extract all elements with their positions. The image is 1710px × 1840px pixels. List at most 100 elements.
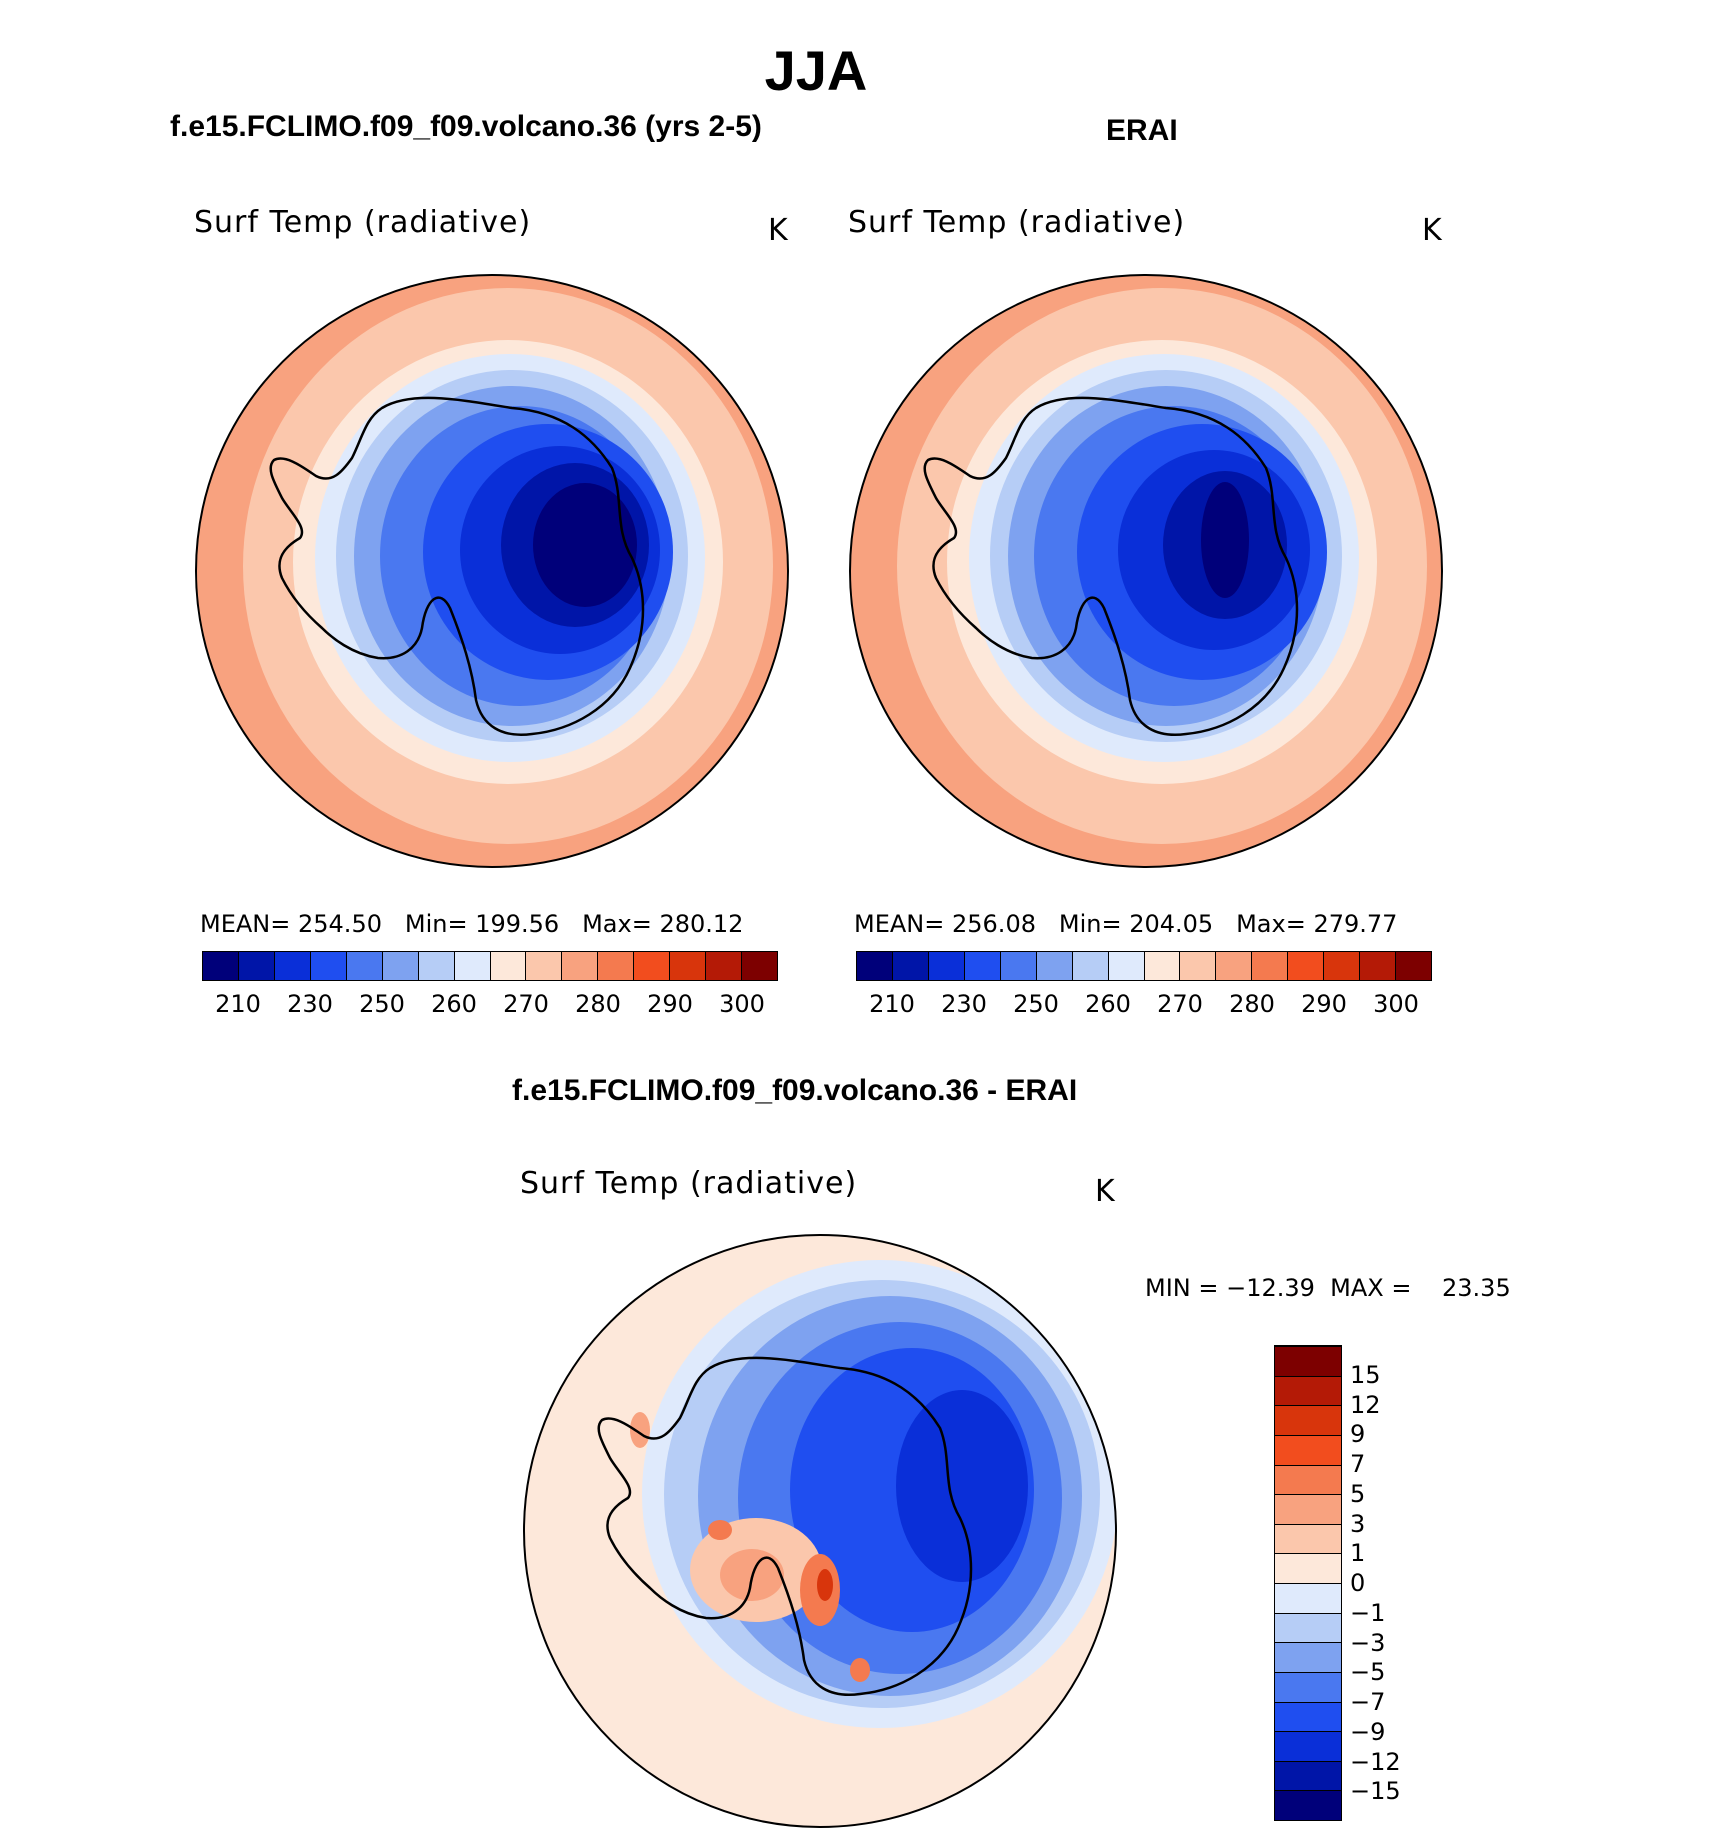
diff-min-max: MIN = −12.39 MAX = 23.35 (1145, 1274, 1511, 1302)
colorbar-swatch (1072, 952, 1109, 980)
diff-map-border (523, 1234, 1117, 1828)
colorbar-swatch (1180, 952, 1217, 980)
colorbar-tick-label: 210 (869, 990, 915, 1018)
panel2-title: ERAI (1106, 114, 1178, 147)
colorbar-tick-label: 250 (1013, 990, 1059, 1018)
colorbar-swatch (1275, 1523, 1341, 1554)
diff-colorbar-ticks: 15 12 9 7 5 3 1 0 −1 −3 −5 −7 −9 −12 −15 (1350, 1345, 1410, 1821)
colorbar-swatch (892, 952, 929, 980)
colorbar-tick-label: 9 (1350, 1420, 1366, 1449)
colorbar-swatch (1396, 952, 1431, 980)
colorbar-swatch (1252, 952, 1289, 980)
panel2-colorbar (856, 951, 1432, 981)
diff-title: f.e15.FCLIMO.f09_f09.volcano.36 - ERAI (512, 1074, 1078, 1107)
panel1-map (196, 275, 788, 867)
colorbar-swatch (1000, 952, 1037, 980)
colorbar-tick-label: 290 (1301, 990, 1347, 1018)
colorbar-swatch (203, 952, 239, 980)
colorbar-tick-label: 3 (1350, 1509, 1366, 1538)
panel1-colorbar (202, 951, 778, 981)
colorbar-swatch (1108, 952, 1145, 980)
colorbar-tick-label: −5 (1350, 1658, 1386, 1687)
panel1-title: f.e15.FCLIMO.f09_f09.volcano.36 (yrs 2-5… (170, 110, 762, 143)
colorbar-swatch (1275, 1405, 1341, 1435)
colorbar-swatch (1216, 952, 1253, 980)
colorbar-tick-label: −12 (1350, 1747, 1401, 1776)
panel1-units-label: K (768, 213, 789, 248)
colorbar-swatch (1275, 1701, 1341, 1732)
colorbar-tick-label: 280 (575, 990, 621, 1018)
colorbar-swatch (1275, 1790, 1341, 1820)
panel1-variable-label: Surf Temp (radiative) (194, 205, 532, 240)
colorbar-swatch (1275, 1553, 1341, 1583)
panel2-colorbar-ticks: 210 230 250 260 270 280 290 300 (856, 990, 1432, 1020)
colorbar-swatch (1275, 1375, 1341, 1406)
colorbar-swatch (562, 952, 599, 980)
colorbar-swatch (1275, 1464, 1341, 1495)
colorbar-tick-label: −3 (1350, 1628, 1386, 1657)
panel1-colorbar-ticks: 210 230 250 260 270 280 290 300 (202, 990, 778, 1020)
colorbar-tick-label: 280 (1229, 990, 1275, 1018)
colorbar-tick-label: 7 (1350, 1450, 1366, 1478)
colorbar-tick-label: −1 (1350, 1598, 1386, 1627)
diff-units-label: K (1095, 1174, 1116, 1209)
colorbar-tick-label: 290 (647, 990, 693, 1018)
colorbar-tick-label: 5 (1350, 1479, 1366, 1508)
colorbar-tick-label: 230 (287, 990, 333, 1018)
colorbar-tick-label: 210 (215, 990, 261, 1018)
colorbar-swatch (928, 952, 965, 980)
colorbar-swatch (1275, 1494, 1341, 1524)
colorbar-swatch (310, 952, 347, 980)
colorbar-tick-label: 270 (1157, 990, 1203, 1018)
colorbar-swatch (1275, 1346, 1341, 1376)
panel2-variable-label: Surf Temp (radiative) (848, 205, 1186, 240)
colorbar-swatch (1144, 952, 1181, 980)
colorbar-tick-label: 260 (431, 990, 477, 1018)
panel1-stats: MEAN= 254.50 Min= 199.56 Max= 280.12 (200, 910, 744, 938)
colorbar-swatch (634, 952, 671, 980)
colorbar-swatch (346, 952, 383, 980)
colorbar-swatch (274, 952, 311, 980)
colorbar-swatch (1360, 952, 1397, 980)
colorbar-swatch (1275, 1434, 1341, 1465)
colorbar-swatch (490, 952, 527, 980)
colorbar-tick-label: −9 (1350, 1717, 1386, 1746)
colorbar-swatch (526, 952, 563, 980)
colorbar-swatch (857, 952, 893, 980)
colorbar-tick-label: 270 (503, 990, 549, 1018)
colorbar-swatch (1275, 1642, 1341, 1672)
colorbar-tick-label: 1 (1350, 1539, 1366, 1568)
colorbar-tick-label: 300 (1373, 990, 1419, 1018)
panel2-stats: MEAN= 256.08 Min= 204.05 Max= 279.77 (854, 910, 1398, 938)
diff-variable-label: Surf Temp (radiative) (520, 1166, 858, 1201)
colorbar-tick-label: 230 (941, 990, 987, 1018)
colorbar-swatch (706, 952, 743, 980)
panel2-units-label: K (1422, 213, 1443, 248)
colorbar-tick-label: 300 (719, 990, 765, 1018)
colorbar-swatch (670, 952, 707, 980)
colorbar-tick-label: −7 (1350, 1688, 1386, 1716)
colorbar-tick-label: 260 (1085, 990, 1131, 1018)
panel1-map-border (195, 274, 789, 868)
figure-title: JJA (764, 39, 868, 102)
colorbar-swatch (1036, 952, 1073, 980)
colorbar-swatch (1275, 1612, 1341, 1643)
diff-map (524, 1235, 1116, 1827)
colorbar-tick-label: 0 (1350, 1569, 1366, 1597)
colorbar-swatch (1275, 1731, 1341, 1761)
panel2-map-border (849, 274, 1443, 868)
colorbar-swatch (1275, 1583, 1341, 1613)
colorbar-tick-label: 12 (1350, 1390, 1381, 1419)
colorbar-swatch (382, 952, 419, 980)
colorbar-swatch (1275, 1760, 1341, 1791)
colorbar-swatch (1288, 952, 1325, 980)
colorbar-swatch (964, 952, 1001, 980)
diff-colorbar (1274, 1345, 1342, 1821)
colorbar-tick-label: 15 (1350, 1360, 1381, 1389)
colorbar-swatch (454, 952, 491, 980)
colorbar-swatch (418, 952, 455, 980)
colorbar-swatch (238, 952, 275, 980)
panel2-map (850, 275, 1442, 867)
colorbar-tick-label: −15 (1350, 1777, 1401, 1806)
